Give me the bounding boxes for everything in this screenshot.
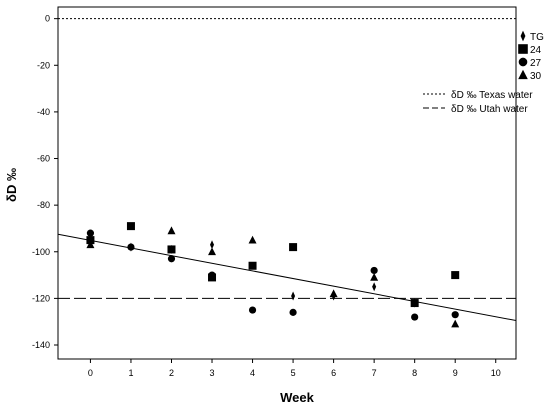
data-point-circle xyxy=(289,308,297,316)
trend-line xyxy=(57,233,517,322)
plot-area-border xyxy=(57,6,517,360)
legend-label: 24 xyxy=(530,45,542,56)
data-point-square xyxy=(451,271,460,280)
data-point-circle xyxy=(411,313,419,321)
data-point-circle xyxy=(208,271,216,279)
x-tick-label: 3 xyxy=(210,368,215,378)
x-tick-label: 6 xyxy=(331,368,336,378)
x-tick-label: 0 xyxy=(88,368,93,378)
data-point-triangle xyxy=(86,240,95,249)
data-point-triangle xyxy=(208,247,217,256)
y-tick-label: -140 xyxy=(32,340,50,350)
legend-marker-square xyxy=(518,44,528,54)
x-tick-label: 5 xyxy=(291,368,296,378)
x-axis-title: Week xyxy=(280,390,314,405)
y-tick-label: 0 xyxy=(45,14,50,24)
legend-label: δD ‰ Texas water xyxy=(451,90,533,101)
y-axis-ticks: 0 -20 -40 -60 -80 -100 -120 -140 xyxy=(32,14,58,350)
y-tick-label: -40 xyxy=(37,107,50,117)
legend-marker-diamond xyxy=(520,30,526,42)
y-tick-label: -100 xyxy=(32,247,50,257)
legend: TG 24 27 30 δD ‰ Texas water δD ‰ Utah water xyxy=(423,30,544,115)
data-point-triangle xyxy=(167,226,176,235)
data-point-circle xyxy=(451,311,459,319)
legend-label: δD ‰ Utah water xyxy=(451,104,528,115)
y-tick-label: -80 xyxy=(37,200,50,210)
legend-marker-triangle xyxy=(518,69,528,80)
data-point-circle xyxy=(127,243,135,251)
legend-label: 27 xyxy=(530,58,542,69)
trend-line-group xyxy=(57,233,517,322)
reference-lines xyxy=(58,18,516,299)
data-point-triangle xyxy=(248,235,257,244)
x-tick-label: 10 xyxy=(491,368,501,378)
legend-label: 30 xyxy=(530,71,542,82)
data-point-square xyxy=(86,236,95,245)
legend-marker-circle xyxy=(518,57,528,67)
data-markers xyxy=(86,222,460,328)
x-axis-ticks: 0 1 2 3 4 5 6 7 8 9 10 xyxy=(88,359,501,378)
data-point-diamond xyxy=(372,282,377,292)
data-point-triangle xyxy=(370,273,379,281)
data-point-diamond xyxy=(291,291,296,301)
data-point-circle xyxy=(370,266,378,275)
x-tick-label: 7 xyxy=(372,368,377,378)
x-tick-label: 2 xyxy=(169,368,174,378)
x-tick-label: 8 xyxy=(412,368,417,378)
data-point-square xyxy=(289,243,298,252)
data-point-triangle xyxy=(329,289,338,298)
legend-label: TG xyxy=(530,32,544,43)
y-axis-title: δD ‰ xyxy=(4,168,19,202)
data-point-circle xyxy=(86,229,95,237)
data-point-diamond xyxy=(210,240,215,250)
x-tick-label: 1 xyxy=(128,368,133,378)
plot-frame xyxy=(57,6,517,360)
x-tick-label: 9 xyxy=(453,368,458,378)
data-point-triangle xyxy=(451,319,460,328)
data-point-square xyxy=(126,222,135,231)
y-tick-label: -20 xyxy=(37,60,50,70)
data-point-circle xyxy=(167,255,176,263)
y-tick-label: -120 xyxy=(32,293,50,303)
x-tick-label: 4 xyxy=(250,368,255,378)
data-point-square xyxy=(167,245,176,254)
data-point-square xyxy=(410,299,419,308)
data-point-square xyxy=(248,261,257,270)
data-point-circle xyxy=(248,306,257,314)
y-tick-label: -60 xyxy=(37,154,50,164)
